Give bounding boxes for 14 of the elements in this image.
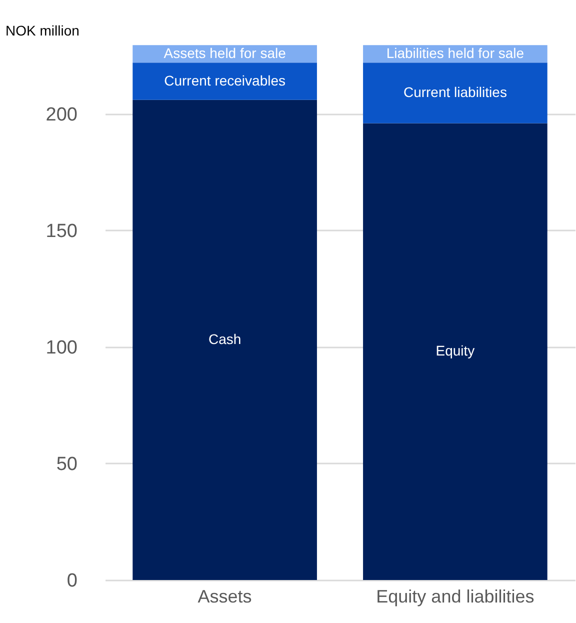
series-label: Assets held for sale	[164, 44, 286, 61]
x-tick-label: Assets	[198, 586, 252, 606]
y-tick-label: 50	[56, 454, 78, 475]
x-tick-label: Equity and liabilities	[376, 586, 534, 606]
y-tick-label: 0	[66, 570, 78, 592]
series-label: Equity	[436, 342, 475, 359]
y-tick-label: 100	[46, 337, 78, 358]
series-label: Liabilities held for sale	[386, 44, 524, 61]
series-label: Current receivables	[164, 72, 286, 88]
y-tick-label: 200	[46, 104, 78, 126]
series-label: Cash	[208, 330, 242, 347]
series-label: Current liabilities	[403, 84, 507, 100]
y-tick-label: 150	[46, 220, 78, 242]
y-axis-title: NOK million	[6, 22, 80, 38]
